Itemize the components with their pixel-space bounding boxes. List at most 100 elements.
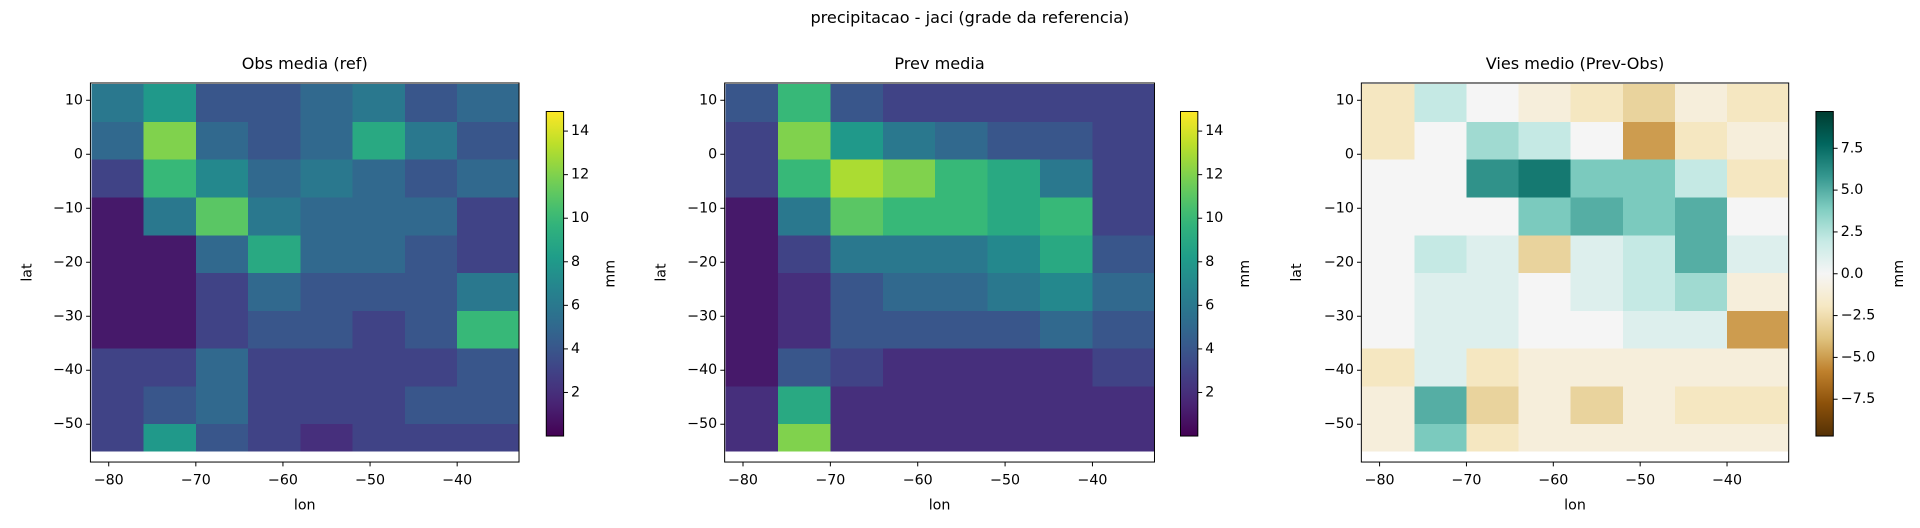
heatmap-cell: [1622, 424, 1676, 452]
heatmap-cell: [1570, 235, 1624, 274]
heatmap-cell: [1362, 348, 1415, 387]
x-tick-label: −70: [815, 473, 845, 489]
heatmap-cell: [935, 348, 988, 387]
heatmap-cell: [248, 424, 301, 452]
heatmap-cell: [404, 197, 458, 236]
heatmap-cell: [935, 273, 988, 312]
x-tick-label: −60: [1538, 473, 1568, 489]
colorbar-label: mm: [1237, 260, 1253, 288]
y-tick-label: −40: [1324, 362, 1354, 378]
x-tick-label: −50: [355, 473, 385, 489]
heatmap-cell: [1518, 235, 1572, 274]
heatmap-cell: [143, 386, 197, 425]
heatmap-cell: [1414, 197, 1467, 236]
heatmap-cell: [1362, 424, 1415, 452]
heatmap-cell: [143, 424, 197, 452]
heatmap-cell: [1040, 235, 1093, 274]
y-tick-label: −30: [53, 308, 83, 324]
heatmap-cell: [1622, 386, 1676, 425]
heatmap-cell: [830, 348, 884, 387]
heatmap-cell: [1040, 424, 1093, 452]
heatmap-cell: [457, 386, 519, 425]
colorbar-tick-label: 0.0: [1841, 266, 1864, 282]
x-tick-label: −80: [1365, 473, 1395, 489]
figure-title: precipitacao - jaci (grade da referencia…: [810, 8, 1129, 27]
y-tick-label: −40: [53, 362, 83, 378]
heatmap-cell: [352, 310, 406, 350]
heatmap-cell: [1362, 386, 1415, 425]
heatmap-cell: [1040, 310, 1093, 350]
heatmap-cell: [248, 386, 301, 425]
heatmap-cell: [725, 348, 779, 387]
heatmap-cell: [1092, 348, 1154, 387]
heatmap-cell: [1674, 159, 1728, 198]
heatmap-cell: [404, 348, 458, 387]
x-tick-label: −70: [181, 473, 211, 489]
heatmap-cell: [1570, 273, 1624, 312]
heatmap-cell: [1040, 121, 1093, 161]
heatmap-cell: [300, 424, 354, 452]
heatmap-cell: [987, 84, 1041, 123]
heatmap-cell: [882, 84, 936, 123]
heatmap-cell: [143, 197, 197, 236]
heatmap-cell: [91, 310, 144, 350]
heatmap-cell: [143, 121, 197, 161]
heatmap-cell: [91, 273, 144, 312]
heatmap-cell: [830, 424, 884, 452]
heatmap-cell: [1727, 273, 1789, 312]
heatmap-cell: [248, 310, 301, 350]
heatmap-cell: [935, 386, 988, 425]
heatmap-cell: [91, 121, 144, 161]
heatmap-cell: [830, 386, 884, 425]
heatmap-cell: [248, 159, 301, 198]
heatmap-cell: [1414, 386, 1467, 425]
heatmap-cell: [830, 235, 884, 274]
x-tick-label: −40: [1712, 473, 1742, 489]
heatmap-cell: [457, 235, 519, 274]
heatmap-cell: [725, 235, 779, 274]
heatmap-cell: [725, 424, 779, 452]
colorbar-tick-label: 14: [1205, 123, 1223, 139]
heatmap-cell: [1518, 386, 1572, 425]
x-tick-label: −60: [903, 473, 933, 489]
heatmap-cell: [1570, 424, 1624, 452]
axes-frame: [724, 82, 1155, 463]
axes-frame: [1360, 82, 1790, 463]
colorbar-tick-label: 6: [571, 297, 580, 313]
heatmap-cell: [248, 273, 301, 312]
panel-title: Prev media: [894, 54, 984, 73]
heatmap-cell: [404, 159, 458, 198]
heatmap-cell: [935, 84, 988, 123]
heatmap-cell: [935, 159, 988, 198]
heatmap-cell: [725, 197, 779, 236]
heatmap-cell: [1092, 386, 1154, 425]
heatmap-cell: [987, 424, 1041, 452]
heatmap-cell: [404, 235, 458, 274]
x-tick-label: −70: [1451, 473, 1481, 489]
heatmap-cell: [777, 386, 831, 425]
heatmap-cell: [987, 121, 1041, 161]
colorbar-tick-label: 8: [1205, 254, 1214, 270]
heatmap-cell: [352, 386, 406, 425]
heatmap-cell: [404, 273, 458, 312]
heatmap-cell: [300, 386, 354, 425]
heatmap-cell: [1362, 121, 1415, 161]
heatmap-cell: [248, 235, 301, 274]
heatmap-cell: [725, 121, 779, 161]
x-axis-label: lon: [294, 497, 316, 513]
heatmap-cell: [1092, 235, 1154, 274]
heatmap-cell: [1727, 84, 1789, 123]
heatmap-cell: [300, 235, 354, 274]
heatmap-cell: [987, 159, 1041, 198]
heatmap-cell: [248, 121, 301, 161]
heatmap-cell: [91, 235, 144, 274]
heatmap-cell: [195, 273, 249, 312]
heatmap-cell: [830, 121, 884, 161]
x-axis-label: lon: [929, 497, 951, 513]
y-axis-label: lat: [1289, 263, 1305, 282]
y-tick-label: 0: [708, 146, 717, 162]
heatmap-cell: [1518, 348, 1572, 387]
heatmap-cell: [1092, 273, 1154, 312]
heatmap-cell: [143, 159, 197, 198]
y-tick-label: −10: [53, 200, 83, 216]
